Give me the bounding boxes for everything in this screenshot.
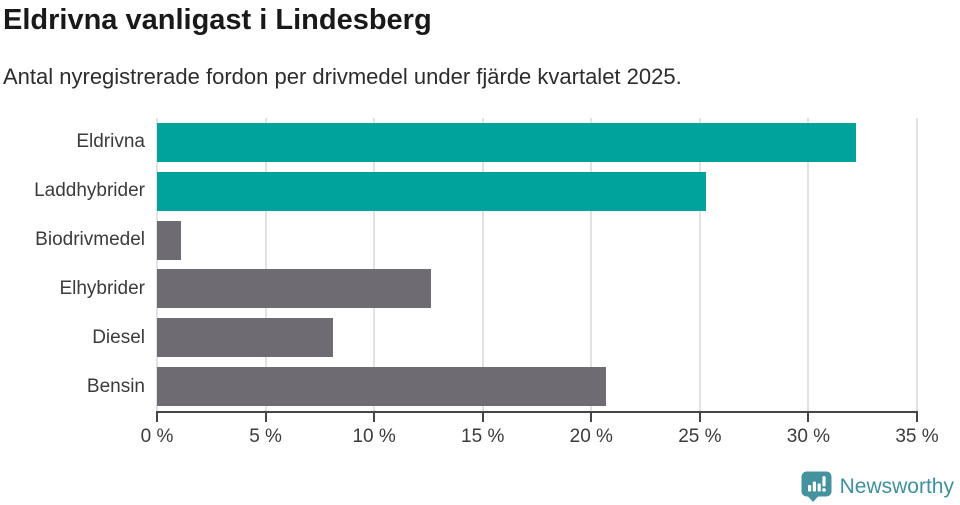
gridline — [156, 118, 158, 411]
bar-track — [157, 171, 917, 211]
bar-track — [157, 367, 917, 407]
chart-title: Eldrivna vanligast i Lindesberg — [3, 4, 432, 36]
bar-track — [157, 122, 917, 162]
brand-footer: Newsworthy — [801, 471, 954, 502]
gridline — [916, 118, 918, 411]
x-axis-tick — [807, 413, 810, 422]
gridlines-layer — [156, 118, 918, 411]
bar-laddhybrider — [157, 171, 707, 211]
x-axis-line — [156, 411, 918, 413]
gridline — [698, 118, 701, 411]
gridline — [807, 118, 810, 411]
x-tick-label: 5 % — [249, 426, 282, 447]
gridline — [590, 118, 593, 411]
x-axis-tick — [916, 413, 918, 422]
x-axis-tick — [373, 413, 376, 422]
x-axis-tick — [264, 413, 267, 422]
category-label: Diesel — [92, 326, 145, 348]
gridline — [481, 118, 484, 411]
x-axis-tick — [156, 413, 158, 422]
x-tick-label: 25 % — [678, 426, 722, 447]
gridline — [373, 118, 376, 411]
bar-row: Elhybrider — [0, 264, 917, 313]
bar-biodrivmedel — [157, 220, 181, 260]
category-label: Bensin — [86, 375, 145, 397]
x-axis-tick — [481, 413, 484, 422]
x-tick-label: 15 % — [461, 426, 505, 447]
x-tick-label: 0 % — [140, 426, 174, 447]
x-tick-label: 10 % — [352, 426, 396, 447]
x-tick-label: 20 % — [569, 426, 613, 447]
category-label: Eldrivna — [76, 131, 145, 153]
bar-rows: Eldrivna Laddhybrider Biodrivmedel Elhybrid… — [0, 118, 917, 411]
category-label: Laddhybrider — [34, 180, 145, 202]
bar-chart: Eldrivna Laddhybrider Biodrivmedel Elhybrid… — [0, 118, 960, 453]
x-tick-label: 35 % — [895, 426, 939, 447]
bar-row: Eldrivna — [0, 118, 917, 167]
gridline — [264, 118, 267, 411]
newsworthy-logo-icon — [801, 471, 832, 502]
bar-row: Diesel — [0, 313, 917, 362]
bar-track — [157, 220, 917, 260]
bar-eldrivna — [157, 122, 857, 162]
x-axis-tick — [698, 413, 701, 422]
bar-elhybrider — [157, 269, 431, 309]
x-tick-label: 30 % — [786, 426, 831, 447]
bar-bensin — [157, 367, 607, 407]
brand-name: Newsworthy — [839, 474, 954, 498]
chart-subtitle: Antal nyregistrerade fordon per drivmede… — [3, 64, 682, 89]
bar-row: Laddhybrider — [0, 167, 917, 216]
bar-diesel — [157, 318, 333, 358]
bar-track — [157, 318, 917, 358]
bar-row: Biodrivmedel — [0, 216, 917, 265]
bar-track — [157, 269, 917, 309]
bar-row: Bensin — [0, 362, 917, 411]
category-label: Elhybrider — [59, 277, 145, 299]
x-axis-tick — [590, 413, 593, 422]
category-label: Biodrivmedel — [35, 229, 145, 251]
